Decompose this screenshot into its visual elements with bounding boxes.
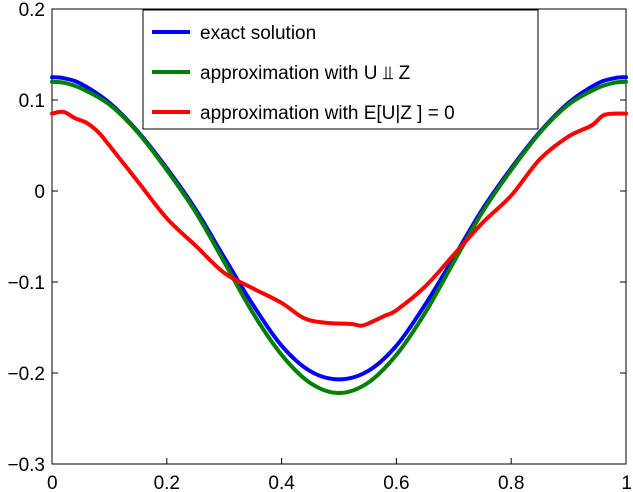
- y-tick-label: 0.1: [19, 91, 45, 112]
- y-tick-label: 0: [34, 182, 45, 203]
- axis-tick-labels: 0 0.2 0.4 0.6 0.8 1 −0.3 −0.2 −0.1 0 0.1 0.2: [7, 0, 632, 492]
- series-lines: [50, 75, 628, 396]
- y-tick-label: −0.2: [7, 364, 45, 385]
- series-line-3: [50, 109, 628, 328]
- x-tick-label: 0.4: [268, 473, 295, 492]
- legend-label: approximation with U ⫫ Z: [200, 63, 411, 84]
- x-tick-label: 1: [621, 473, 632, 492]
- x-tick-label: 0.8: [498, 473, 524, 492]
- legend: exact solution approximation with U ⫫ Z ap…: [142, 9, 539, 130]
- series-line-2: [50, 79, 628, 396]
- legend-label: approximation with E[U|Z ] = 0: [200, 103, 455, 124]
- y-tick-label: −0.3: [7, 455, 45, 476]
- x-tick-label: 0: [47, 473, 58, 492]
- y-tick-label: −0.1: [7, 273, 45, 294]
- y-tick-label: 0.2: [19, 0, 45, 21]
- x-tick-label: 0.2: [154, 473, 180, 492]
- legend-box: [142, 9, 539, 130]
- legend-label: exact solution: [200, 23, 316, 44]
- x-tick-label: 0.6: [383, 473, 409, 492]
